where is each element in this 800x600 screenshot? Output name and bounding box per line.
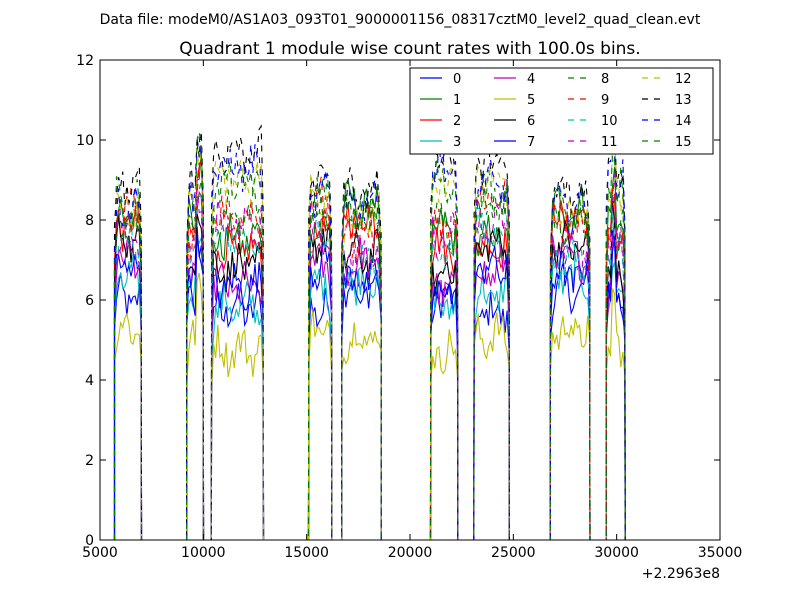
series-2-line [113,160,626,540]
y-tick-label: 6 [85,293,94,309]
legend-label-8: 8 [601,72,609,87]
legend-label-14: 14 [675,114,692,129]
series-layer [113,119,626,540]
x-tick-label: 10000 [181,545,226,561]
y-tick-label: 4 [85,373,94,389]
x-tick-label: 25000 [491,545,536,561]
series-0-line [113,226,626,540]
y-tick-label: 12 [76,53,94,69]
legend-label-4: 4 [527,72,535,87]
series-3-line [113,237,626,540]
x-axis: 5000 10000 15000 20000 25000 30000 35000 [82,60,742,561]
legend-label-6: 6 [527,114,535,129]
series-11-line [113,173,626,540]
x-tick-label: 35000 [698,545,743,561]
series-13-line [113,119,626,540]
legend-label-2: 2 [453,114,461,129]
series-9-line [113,159,626,540]
legend-label-12: 12 [675,72,692,87]
y-tick-label: 0 [85,533,94,549]
x-tick-label: 30000 [594,545,639,561]
legend-label-9: 9 [601,93,609,108]
legend-label-7: 7 [527,135,535,150]
legend-label-1: 1 [453,93,461,108]
chart-title: Quadrant 1 module wise count rates with … [179,39,640,59]
legend-label-10: 10 [601,114,618,129]
legend-frame [409,67,714,155]
x-offset-label: +2.2963e8 [642,566,720,582]
series-6-line [113,199,626,540]
series-12-line [113,142,626,540]
suptitle: Data file: modeM0/AS1A03_093T01_90000011… [100,12,701,28]
series-5-line [113,272,626,540]
y-tick-label: 10 [76,133,94,149]
legend-label-3: 3 [453,135,461,150]
y-tick-label: 8 [85,213,94,229]
x-tick-label: 15000 [284,545,329,561]
series-10-line [113,191,626,540]
legend-label-15: 15 [675,135,692,150]
x-tick-label: 20000 [388,545,433,561]
series-7-line [113,233,626,540]
y-tick-label: 2 [85,453,94,469]
legend-label-0: 0 [453,72,461,87]
legend-label-13: 13 [675,93,692,108]
x-tick-label: 5000 [82,545,118,561]
legend-label-5: 5 [527,93,535,108]
legend-label-11: 11 [601,135,618,150]
